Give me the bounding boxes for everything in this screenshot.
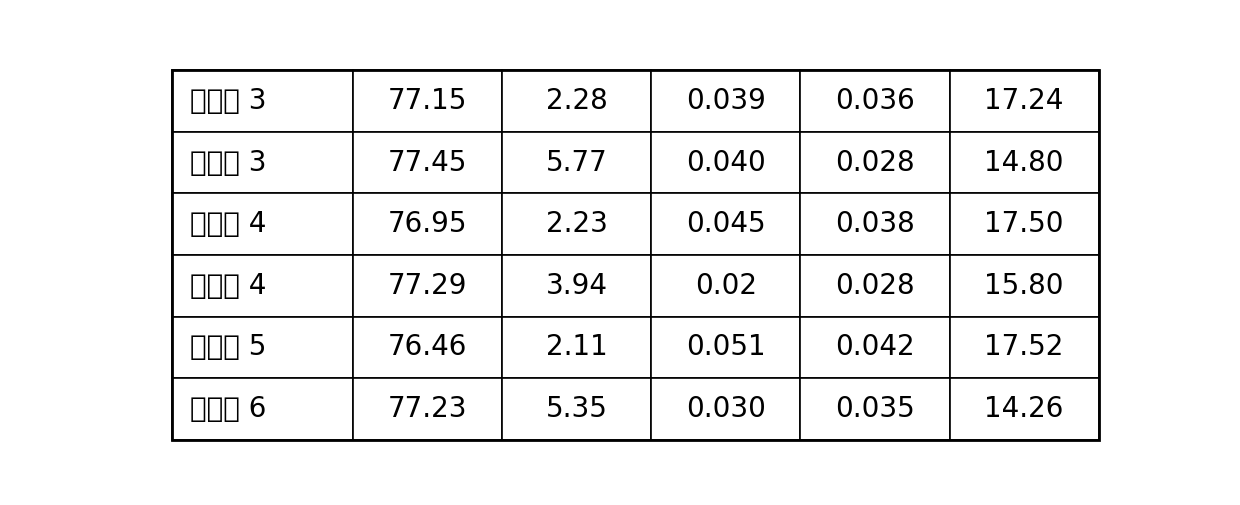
- Text: 14.26: 14.26: [985, 395, 1064, 423]
- Text: 对比例 5: 对比例 5: [191, 333, 267, 362]
- Bar: [353, 193, 502, 255]
- Bar: [353, 378, 502, 440]
- Bar: [800, 132, 950, 193]
- Text: 0.051: 0.051: [686, 333, 765, 362]
- Text: 0.042: 0.042: [836, 333, 915, 362]
- Text: 0.02: 0.02: [694, 272, 756, 300]
- Bar: [502, 317, 651, 378]
- Bar: [502, 255, 651, 317]
- Bar: [502, 193, 651, 255]
- Text: 77.29: 77.29: [388, 272, 467, 300]
- Text: 5.77: 5.77: [546, 148, 608, 177]
- Text: 3.94: 3.94: [546, 272, 608, 300]
- Bar: [172, 255, 353, 317]
- Bar: [353, 255, 502, 317]
- Text: 17.52: 17.52: [985, 333, 1064, 362]
- Bar: [353, 132, 502, 193]
- Text: 0.028: 0.028: [836, 272, 915, 300]
- Text: 14.80: 14.80: [985, 148, 1064, 177]
- Bar: [502, 378, 651, 440]
- Text: 2.28: 2.28: [546, 87, 608, 115]
- Text: 对比例 6: 对比例 6: [191, 395, 267, 423]
- Bar: [651, 317, 800, 378]
- Bar: [651, 255, 800, 317]
- Text: 实施例 3: 实施例 3: [191, 87, 267, 115]
- Text: 实施例 4: 实施例 4: [191, 210, 267, 238]
- Bar: [800, 378, 950, 440]
- Text: 17.24: 17.24: [985, 87, 1064, 115]
- Text: 0.028: 0.028: [836, 148, 915, 177]
- Bar: [651, 70, 800, 132]
- Bar: [950, 317, 1099, 378]
- Text: 5.35: 5.35: [546, 395, 608, 423]
- Bar: [950, 378, 1099, 440]
- Bar: [950, 255, 1099, 317]
- Bar: [172, 132, 353, 193]
- Bar: [800, 317, 950, 378]
- Text: 对比例 3: 对比例 3: [191, 148, 267, 177]
- Text: 77.23: 77.23: [388, 395, 467, 423]
- Bar: [353, 317, 502, 378]
- Text: 0.040: 0.040: [686, 148, 765, 177]
- Bar: [651, 132, 800, 193]
- Bar: [172, 317, 353, 378]
- Bar: [172, 193, 353, 255]
- Text: 0.045: 0.045: [686, 210, 765, 238]
- Bar: [502, 132, 651, 193]
- Text: 15.80: 15.80: [985, 272, 1064, 300]
- Text: 77.45: 77.45: [388, 148, 467, 177]
- Text: 77.15: 77.15: [388, 87, 467, 115]
- Bar: [950, 193, 1099, 255]
- Text: 17.50: 17.50: [985, 210, 1064, 238]
- Text: 76.46: 76.46: [388, 333, 467, 362]
- Text: 2.11: 2.11: [546, 333, 608, 362]
- Bar: [502, 70, 651, 132]
- Bar: [172, 70, 353, 132]
- Bar: [950, 70, 1099, 132]
- Text: 0.038: 0.038: [835, 210, 915, 238]
- Text: 0.035: 0.035: [835, 395, 915, 423]
- Text: 2.23: 2.23: [546, 210, 608, 238]
- Bar: [800, 193, 950, 255]
- Bar: [651, 378, 800, 440]
- Bar: [800, 70, 950, 132]
- Text: 0.036: 0.036: [835, 87, 915, 115]
- Bar: [172, 378, 353, 440]
- Bar: [800, 255, 950, 317]
- Bar: [651, 193, 800, 255]
- Bar: [353, 70, 502, 132]
- Text: 0.030: 0.030: [686, 395, 766, 423]
- Bar: [950, 132, 1099, 193]
- Text: 对比例 4: 对比例 4: [191, 272, 267, 300]
- Text: 0.039: 0.039: [686, 87, 766, 115]
- Text: 76.95: 76.95: [388, 210, 467, 238]
